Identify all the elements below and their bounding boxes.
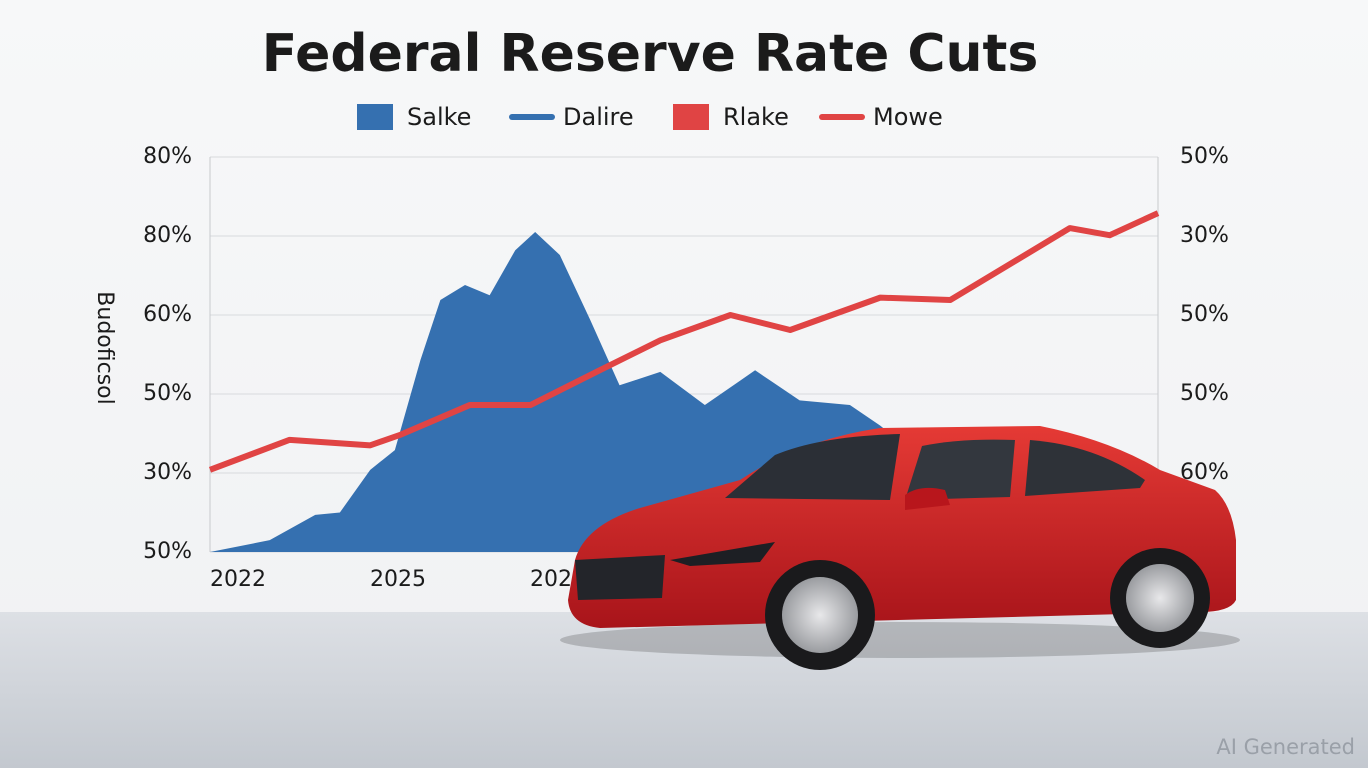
car — [560, 426, 1240, 670]
y2-tick-label: 30% — [1180, 223, 1229, 248]
y-tick-label: 50% — [143, 381, 192, 406]
legend-label: Rlake — [723, 103, 789, 131]
x-tick-label: 202 — [530, 567, 572, 592]
legend-label: Mowe — [873, 103, 943, 131]
y-tick-label: 80% — [143, 144, 192, 169]
watermark: AI Generated — [1216, 735, 1355, 759]
legend-swatch — [673, 104, 709, 130]
y2-tick-label: 50% — [1180, 302, 1229, 327]
y-tick-label: 30% — [143, 460, 192, 485]
line — [208, 210, 1160, 473]
x-tick-label: 2022 — [210, 567, 266, 592]
chart-title: Federal Reserve Rate Cuts — [262, 24, 1039, 84]
y2-tick-label: 50% — [1180, 381, 1229, 406]
y-tick-label: 50% — [143, 539, 192, 564]
y2-tick-label: 50% — [1180, 144, 1229, 169]
y-tick-label: 60% — [143, 302, 192, 327]
legend-label: Dalire — [563, 103, 634, 131]
legend-swatch — [357, 104, 393, 130]
y-axis-title: Budoficsol — [92, 291, 117, 404]
y-tick-label: 80% — [143, 223, 192, 248]
legend-label: Salke — [407, 103, 471, 131]
x-tick-label: 2025 — [370, 567, 426, 592]
